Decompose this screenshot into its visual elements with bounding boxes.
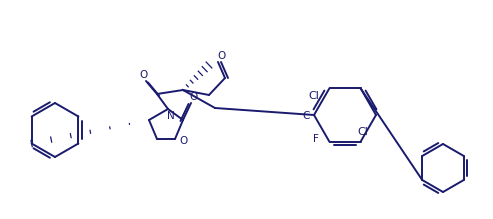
Text: N: N [167,111,175,121]
Text: Cl: Cl [308,91,319,101]
Text: O: O [179,136,187,146]
Text: C: C [302,111,310,121]
Text: F: F [313,134,318,144]
Text: O: O [217,51,225,61]
Text: O: O [140,70,148,80]
Text: Cl: Cl [357,127,368,137]
Text: O: O [189,92,197,102]
